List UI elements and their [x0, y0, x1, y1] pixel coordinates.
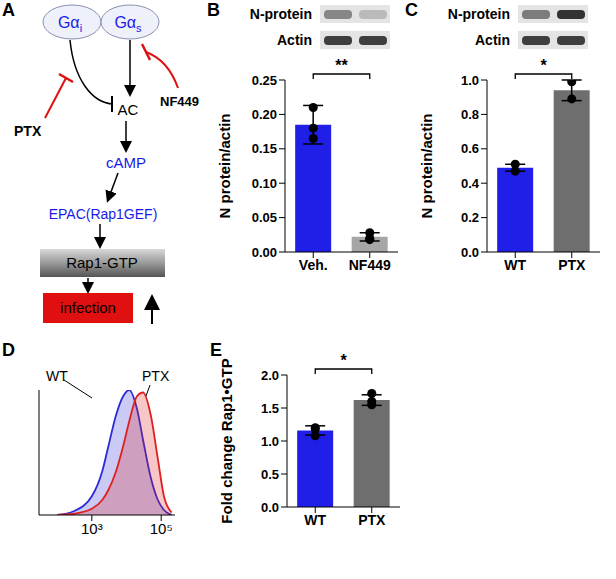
- html-text:C: C: [405, 0, 418, 20]
- svg-text:Gαi: Gαi: [58, 14, 82, 34]
- svg-text:NF449: NF449: [160, 94, 199, 109]
- svg-text:0.6: 0.6: [461, 141, 479, 156]
- svg-text:0.00: 0.00: [252, 245, 277, 260]
- svg-text:0.5: 0.5: [261, 467, 279, 482]
- html-text:WT: WT: [46, 368, 68, 384]
- html-text:A: A: [2, 0, 15, 20]
- html-text:N-protein: N-protein: [249, 6, 312, 22]
- html-text:E: E: [210, 340, 222, 360]
- svg-text:N protein/actin: N protein/actin: [418, 113, 435, 218]
- svg-text:1.0: 1.0: [261, 434, 279, 449]
- svg-text:infection: infection: [60, 299, 116, 316]
- svg-text:0.20: 0.20: [252, 107, 277, 122]
- svg-text:PTX: PTX: [358, 512, 386, 528]
- svg-text:NF449: NF449: [349, 257, 391, 273]
- svg-text:Gαs: Gαs: [114, 14, 142, 34]
- svg-text:Rap1-GTP: Rap1-GTP: [66, 254, 138, 271]
- svg-text:0.15: 0.15: [252, 141, 277, 156]
- html-text:PTX: PTX: [142, 368, 170, 384]
- svg-text:2.0: 2.0: [261, 368, 279, 383]
- html-text:Actin: Actin: [475, 32, 510, 48]
- svg-text:0.8: 0.8: [461, 107, 479, 122]
- svg-text:0.05: 0.05: [252, 210, 277, 225]
- svg-text:*: *: [340, 352, 347, 369]
- html-text:D: D: [2, 340, 15, 360]
- svg-text:1.5: 1.5: [261, 401, 279, 416]
- svg-text:10³: 10³: [81, 520, 103, 537]
- svg-text:WT: WT: [304, 512, 326, 528]
- svg-text:0.0: 0.0: [261, 500, 279, 515]
- svg-text:cAMP: cAMP: [106, 154, 146, 171]
- svg-text:0.10: 0.10: [252, 176, 277, 191]
- svg-text:AC: AC: [118, 101, 139, 118]
- svg-text:0.2: 0.2: [461, 210, 479, 225]
- svg-text:0.0: 0.0: [461, 245, 479, 260]
- svg-text:0.4: 0.4: [461, 176, 480, 191]
- svg-text:*: *: [540, 57, 547, 74]
- svg-text:PTX: PTX: [558, 257, 586, 273]
- svg-text:WT: WT: [504, 257, 526, 273]
- svg-text:0.25: 0.25: [252, 73, 277, 88]
- svg-text:**: **: [335, 57, 348, 74]
- svg-text:Fold change Rap1•GTP: Fold change Rap1•GTP: [218, 358, 235, 523]
- svg-text:10⁵: 10⁵: [150, 520, 173, 537]
- html-text:N-protein: N-protein: [447, 6, 510, 22]
- svg-text:EPAC(Rap1GEF): EPAC(Rap1GEF): [49, 206, 158, 222]
- svg-text:1.0: 1.0: [461, 73, 479, 88]
- svg-text:PTX: PTX: [14, 123, 42, 139]
- html-text:B: B: [207, 0, 220, 20]
- svg-text:N protein/actin: N protein/actin: [216, 113, 233, 218]
- svg-text:Veh.: Veh.: [299, 257, 328, 273]
- html-text:Actin: Actin: [277, 32, 312, 48]
